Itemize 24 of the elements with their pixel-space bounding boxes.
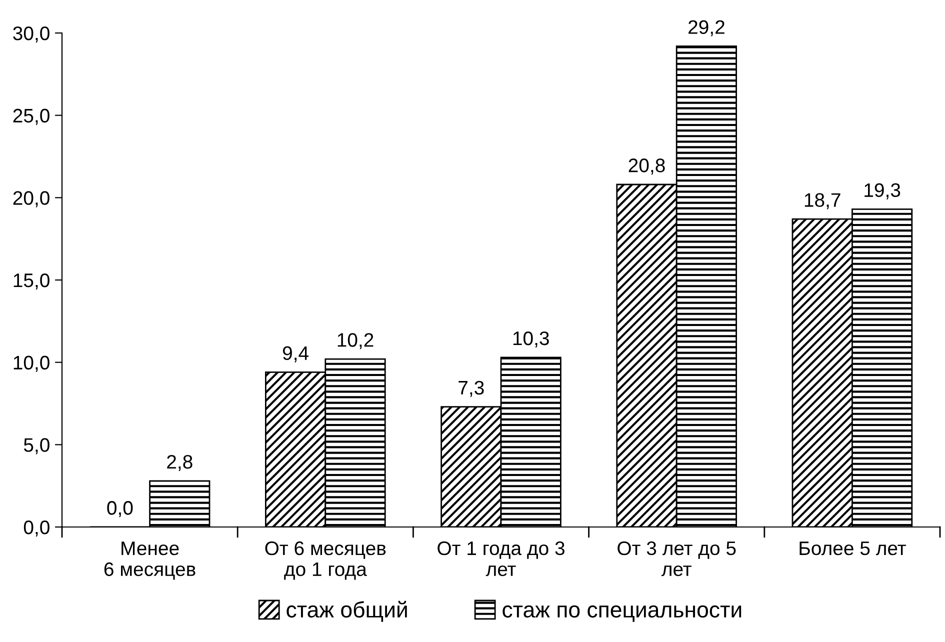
data-label: 29,2 <box>688 20 724 36</box>
x-tick-label: Менее 6 месяцев <box>104 542 196 580</box>
y-tick-label: 0,0 <box>24 520 50 537</box>
data-label: 18,7 <box>804 193 840 210</box>
y-tick-label: 25,0 <box>13 108 50 125</box>
data-label: 10,2 <box>338 333 374 350</box>
y-tick-label: 20,0 <box>13 191 50 208</box>
legend-label: стаж по специальности <box>502 605 742 622</box>
data-label: 19,3 <box>864 183 900 200</box>
data-label: 2,8 <box>167 454 192 472</box>
data-label: 7,3 <box>458 380 484 397</box>
x-tick-label: Более 5 лет <box>800 542 906 556</box>
x-tick-label: От 3 лет до 5 лет <box>618 541 736 576</box>
y-tick-label: 10,0 <box>14 356 50 372</box>
x-tick-label: От 1 года до 3 лет <box>438 541 564 576</box>
y-tick-label: 30,0 <box>13 26 50 43</box>
x-tick-label: От 6 месяцев до 1 года <box>265 541 386 580</box>
data-label: 10,3 <box>513 331 549 348</box>
data-label: 0,0 <box>107 501 133 518</box>
data-label: 20,8 <box>628 158 665 175</box>
y-tick-label: 15,0 <box>14 273 50 290</box>
legend-label: стаж общий <box>286 600 407 622</box>
y-tick-label: 5,0 <box>24 438 50 454</box>
data-label: 9,4 <box>282 346 308 362</box>
